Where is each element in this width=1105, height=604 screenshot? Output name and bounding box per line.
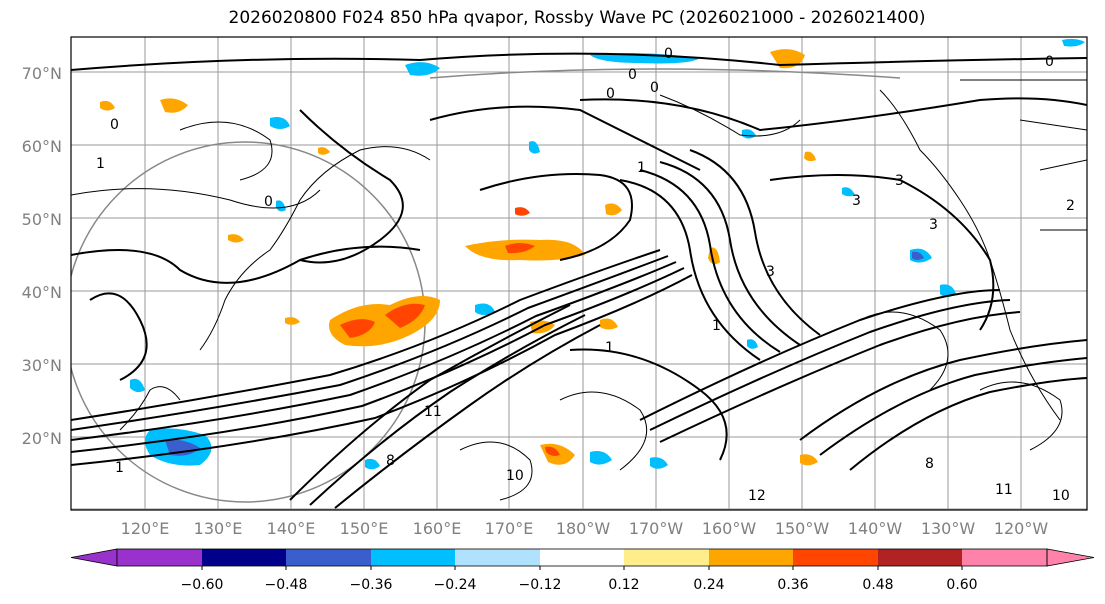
contour-label: 1 xyxy=(637,160,646,176)
colorbar-tick-label: −0.36 xyxy=(350,577,393,593)
contour-label: 2 xyxy=(1066,198,1075,214)
latitude-labels: 70°N 60°N 50°N 40°N 30°N 20°N xyxy=(22,64,62,448)
lon-label: 150°W xyxy=(775,519,830,538)
contour-label: 0 xyxy=(606,86,615,102)
colorbar-cell xyxy=(202,549,287,566)
colorbar-tick-label: −0.60 xyxy=(181,577,224,593)
lon-label: 150°E xyxy=(340,519,389,538)
colorbar-tick-label: −0.24 xyxy=(434,577,477,593)
map-title: 2026020800 F024 850 hPa qvapor, Rossby W… xyxy=(228,8,926,28)
contour-label: 0 xyxy=(110,117,119,133)
contour-lines xyxy=(71,52,1087,509)
map-frame xyxy=(70,36,1088,511)
colorbar: −0.60 −0.48 −0.36 −0.24 −0.12 0.12 0.24 … xyxy=(70,548,1095,593)
lat-label: 40°N xyxy=(22,283,62,302)
contour-labels: 0 0 0 0 0 0 0 1 1 1 1 2 3 3 3 3 8 8 10 1… xyxy=(96,46,1075,504)
contour-label: 8 xyxy=(386,453,395,469)
lon-label: 180°W xyxy=(556,519,611,538)
lon-label: 130°E xyxy=(194,519,243,538)
colorbar-cell xyxy=(878,549,963,566)
contour-label: 1 xyxy=(712,318,721,334)
colorbar-tick-label: 0.36 xyxy=(777,577,808,593)
lat-label: 60°N xyxy=(22,137,62,156)
projection-arc xyxy=(429,68,901,79)
coastlines xyxy=(119,79,1087,431)
colorbar-extend-low xyxy=(70,548,118,567)
lon-label: 120°W xyxy=(994,519,1049,538)
lon-label: 170°W xyxy=(629,519,684,538)
colorbar-tick-label: 0.12 xyxy=(608,577,639,593)
contour-label: 8 xyxy=(925,456,934,472)
lon-label: 140°W xyxy=(848,519,903,538)
colorbar-tick-label: −0.12 xyxy=(519,577,562,593)
contour-lines-thin xyxy=(71,121,1063,501)
colorbar-tick-label: 0.48 xyxy=(862,577,893,593)
colorbar-extend-high xyxy=(1046,548,1095,567)
contour-label: 3 xyxy=(929,217,938,233)
colorbar-cell xyxy=(371,549,456,566)
colorbar-cell xyxy=(286,549,372,566)
contour-label: 3 xyxy=(852,193,861,209)
contour-label: 11 xyxy=(995,482,1013,498)
contour-label: 0 xyxy=(628,67,637,83)
lon-label: 120°E xyxy=(121,519,170,538)
lon-label: 140°E xyxy=(267,519,316,538)
colorbar-tick-label: 0.24 xyxy=(693,577,724,593)
longitude-labels: 120°E 130°E 140°E 150°E 160°E 170°E 180°… xyxy=(121,519,1049,538)
contour-label: 12 xyxy=(748,488,766,504)
colorbar-cell xyxy=(962,549,1048,566)
colorbar-cell xyxy=(540,549,625,566)
contour-label: 0 xyxy=(264,194,273,210)
lat-label: 50°N xyxy=(22,210,62,229)
colorbar-frame xyxy=(116,548,1048,567)
map-panel: 0 0 0 0 0 0 0 1 1 1 1 2 3 3 3 3 8 8 10 1… xyxy=(71,37,1087,510)
colorbar-cell xyxy=(624,549,710,566)
colorbar-cell xyxy=(793,549,879,566)
contour-label: 11 xyxy=(424,404,442,420)
lon-label: 160°W xyxy=(702,519,757,538)
contour-label: 0 xyxy=(650,80,659,96)
colorbar-cell xyxy=(455,549,541,566)
colorbar-tick-label: 0.60 xyxy=(946,577,977,593)
contour-label: 0 xyxy=(1045,54,1054,70)
contour-label: 3 xyxy=(766,264,775,280)
anomaly-shading xyxy=(100,38,1085,470)
lat-label: 20°N xyxy=(22,429,62,448)
lat-label: 70°N xyxy=(22,64,62,83)
contour-label: 10 xyxy=(1052,488,1070,504)
contour-label: 1 xyxy=(605,340,614,356)
contour-label: 1 xyxy=(96,156,105,172)
colorbar-cell xyxy=(117,549,203,566)
colorbar-tick-label: −0.48 xyxy=(265,577,308,593)
lon-label: 170°E xyxy=(485,519,534,538)
contour-label: 0 xyxy=(664,46,673,62)
contour-label: 10 xyxy=(506,468,524,484)
lat-label: 30°N xyxy=(22,356,62,375)
contour-label: 3 xyxy=(895,173,904,189)
colorbar-cell xyxy=(709,549,794,566)
contour-label: 1 xyxy=(115,460,124,476)
lon-label: 160°E xyxy=(413,519,462,538)
lon-label: 130°W xyxy=(921,519,976,538)
